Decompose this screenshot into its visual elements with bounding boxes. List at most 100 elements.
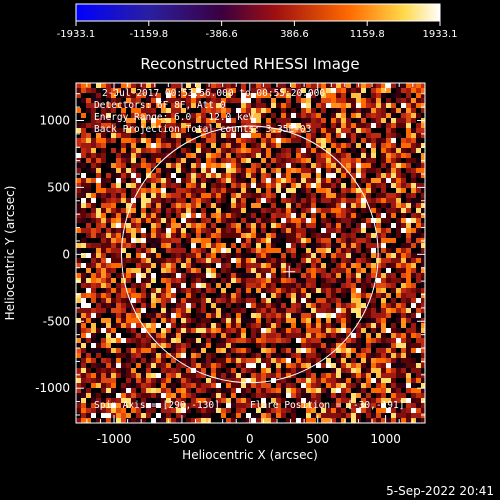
- image-pixel: [226, 278, 231, 283]
- image-pixel: [141, 273, 146, 278]
- image-pixel: [396, 228, 401, 233]
- image-pixel: [286, 413, 291, 418]
- image-pixel: [81, 168, 86, 173]
- image-pixel: [86, 298, 91, 303]
- image-pixel: [356, 118, 361, 123]
- image-pixel: [156, 328, 161, 333]
- image-pixel: [136, 248, 141, 253]
- image-pixel: [261, 213, 266, 218]
- image-pixel: [246, 378, 251, 383]
- image-pixel: [91, 198, 96, 203]
- image-pixel: [226, 178, 231, 183]
- image-pixel: [231, 243, 236, 248]
- image-pixel: [141, 373, 146, 378]
- image-pixel: [231, 358, 236, 363]
- image-pixel: [231, 418, 236, 423]
- image-pixel: [421, 203, 425, 208]
- image-pixel: [161, 128, 166, 133]
- image-pixel: [391, 118, 396, 123]
- image-pixel: [246, 218, 251, 223]
- image-pixel: [141, 418, 146, 423]
- image-pixel: [206, 328, 211, 333]
- image-pixel: [376, 203, 381, 208]
- image-pixel: [326, 168, 331, 173]
- image-pixel: [311, 233, 316, 238]
- image-pixel: [266, 288, 271, 293]
- image-pixel: [296, 383, 301, 388]
- image-pixel: [261, 208, 266, 213]
- image-pixel: [371, 233, 376, 238]
- image-pixel: [186, 398, 191, 403]
- image-pixel: [371, 148, 376, 153]
- image-pixel: [391, 228, 396, 233]
- image-pixel: [311, 98, 316, 103]
- image-pixel: [391, 283, 396, 288]
- image-pixel: [266, 283, 271, 288]
- image-pixel: [201, 353, 206, 358]
- image-pixel: [406, 338, 411, 343]
- image-pixel: [331, 318, 336, 323]
- image-pixel: [401, 318, 406, 323]
- image-pixel: [76, 143, 81, 148]
- image-pixel: [321, 113, 326, 118]
- image-pixel: [146, 168, 151, 173]
- image-pixel: [216, 228, 221, 233]
- image-pixel: [311, 243, 316, 248]
- image-pixel: [271, 258, 276, 263]
- image-pixel: [261, 363, 266, 368]
- image-pixel: [306, 208, 311, 213]
- image-pixel: [236, 403, 241, 408]
- image-pixel: [141, 328, 146, 333]
- image-pixel: [141, 298, 146, 303]
- image-pixel: [301, 178, 306, 183]
- image-pixel: [131, 323, 136, 328]
- image-pixel: [76, 293, 81, 298]
- image-pixel: [201, 133, 206, 138]
- image-pixel: [381, 133, 386, 138]
- image-pixel: [271, 383, 276, 388]
- image-pixel: [206, 298, 211, 303]
- image-pixel: [321, 348, 326, 353]
- image-pixel: [411, 168, 416, 173]
- image-pixel: [121, 98, 126, 103]
- image-pixel: [221, 298, 226, 303]
- image-pixel: [371, 303, 376, 308]
- image-pixel: [281, 408, 286, 413]
- image-pixel: [191, 238, 196, 243]
- image-pixel: [301, 228, 306, 233]
- image-pixel: [301, 278, 306, 283]
- image-pixel: [161, 228, 166, 233]
- image-pixel: [96, 358, 101, 363]
- image-pixel: [96, 163, 101, 168]
- image-pixel: [311, 123, 316, 128]
- image-pixel: [131, 378, 136, 383]
- image-pixel: [196, 213, 201, 218]
- image-pixel: [206, 268, 211, 273]
- image-pixel: [361, 313, 366, 318]
- image-pixel: [306, 398, 311, 403]
- image-pixel: [221, 183, 226, 188]
- image-pixel: [211, 143, 216, 148]
- image-pixel: [136, 403, 141, 408]
- image-pixel: [161, 168, 166, 173]
- image-pixel: [216, 293, 221, 298]
- image-pixel: [206, 228, 211, 233]
- image-pixel: [251, 243, 256, 248]
- image-pixel: [186, 253, 191, 258]
- image-pixel: [211, 93, 216, 98]
- image-pixel: [161, 333, 166, 338]
- image-pixel: [366, 263, 371, 268]
- image-pixel: [316, 383, 321, 388]
- image-pixel: [106, 348, 111, 353]
- image-pixel: [301, 338, 306, 343]
- image-pixel: [121, 248, 126, 253]
- image-pixel: [181, 353, 186, 358]
- image-pixel: [141, 353, 146, 358]
- image-pixel: [366, 313, 371, 318]
- image-pixel: [291, 278, 296, 283]
- image-pixel: [261, 138, 266, 143]
- image-pixel: [166, 393, 171, 398]
- image-pixel: [111, 363, 116, 368]
- image-pixel: [116, 273, 121, 278]
- image-pixel: [221, 368, 226, 373]
